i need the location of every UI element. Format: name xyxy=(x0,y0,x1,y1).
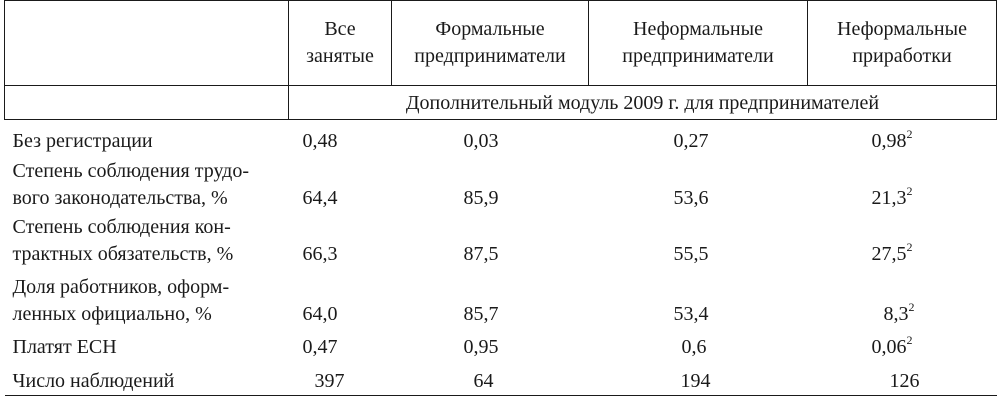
cell-side-value: 8,3 xyxy=(883,303,909,325)
row-label-line: Доля работников, оформ- xyxy=(12,276,230,298)
header-side-line-2: приработки xyxy=(852,45,952,67)
table-row: Степень соблюдения кон-трактных обязател… xyxy=(5,212,997,268)
table-row: Число наблюдений 397 64 194 126 xyxy=(4,361,997,396)
cell-informal: 0,6 xyxy=(681,336,707,358)
cell-formal: 64 xyxy=(391,361,589,396)
row-label-line: Степень соблюдения кон- xyxy=(12,216,231,238)
cell-all: 64,4 xyxy=(302,187,338,209)
header-all-line-1: Все xyxy=(324,18,356,40)
row-label: Платят ЕСН xyxy=(5,328,289,361)
cell-side-value: 126 xyxy=(889,370,920,392)
header-cell-informal: Неформальные предприниматели xyxy=(588,0,808,86)
header-side-line-1: Неформальные xyxy=(837,18,967,40)
module-cell-empty xyxy=(4,85,289,120)
row-label-line: вого законодательства, % xyxy=(12,187,228,209)
cell-side: 0,062 xyxy=(808,328,997,361)
cell-all: 64,0 xyxy=(302,303,338,325)
module-title: Дополнительный модуль 2009 г. для предпр… xyxy=(288,85,997,120)
cell-side: 21,32 xyxy=(808,155,997,212)
header-formal-line-1: Формальные xyxy=(435,18,545,40)
header-cell-empty xyxy=(4,0,289,86)
cell-side-value: 21,3 xyxy=(871,187,907,209)
cell-informal: 55,5 xyxy=(673,243,709,265)
row-label: Число наблюдений xyxy=(4,361,289,396)
header-row: Все занятые Формальные предприниматели Н… xyxy=(4,0,997,86)
cell-all: 0,47 xyxy=(302,336,338,358)
row-label: Доля работников, оформ-ленных официально… xyxy=(5,268,289,328)
header-informal-line-1: Неформальные xyxy=(633,18,763,40)
table-row: Без регистрации 0,48 0,03 0,27 0,982 xyxy=(5,120,997,156)
row-label: Степень соблюдения кон-трактных обязател… xyxy=(5,212,289,268)
header-informal-line-2: предприниматели xyxy=(622,45,774,67)
row-label-line: Число наблюдений xyxy=(12,370,175,392)
cell-informal: 53,4 xyxy=(673,303,709,325)
table-row: Доля работников, оформ-ленных официально… xyxy=(5,268,997,328)
module-row: Дополнительный модуль 2009 г. для предпр… xyxy=(4,85,997,120)
footnote-mark: 2 xyxy=(906,184,913,199)
cell-side: 27,52 xyxy=(808,212,997,268)
table-row: Степень соблюдения трудо-вого законодате… xyxy=(5,155,997,212)
cell-side: 126 xyxy=(807,361,997,396)
data-table: Все занятые Формальные предприниматели Н… xyxy=(4,0,997,396)
cell-formal: 85,9 xyxy=(463,187,499,209)
header-cell-formal: Формальные предприниматели xyxy=(391,0,589,86)
cell-formal: 85,7 xyxy=(463,303,499,325)
cell-all: 0,48 xyxy=(302,130,338,152)
cell-informal: 194 xyxy=(588,361,808,396)
cell-formal: 87,5 xyxy=(463,243,499,265)
cell-all: 397 xyxy=(288,361,392,396)
row-label-line: Платят ЕСН xyxy=(12,336,117,358)
row-label-line: ленных официально, % xyxy=(12,303,212,325)
cell-all: 66,3 xyxy=(302,243,338,265)
cell-side-value: 0,98 xyxy=(871,130,907,152)
cell-formal: 0,03 xyxy=(463,130,499,152)
row-label: Степень соблюдения трудо-вого законодате… xyxy=(5,155,289,212)
header-cell-side: Неформальные приработки xyxy=(807,0,997,86)
cell-side: 0,982 xyxy=(808,120,997,156)
footnote-mark: 2 xyxy=(906,127,913,142)
cell-formal: 0,95 xyxy=(463,336,499,358)
footnote-mark: 2 xyxy=(908,300,915,315)
table-row: Платят ЕСН 0,47 0,95 0,6 0,062 xyxy=(5,328,997,361)
row-label: Без регистрации xyxy=(5,120,289,156)
cell-informal: 53,6 xyxy=(673,187,709,209)
cell-side: 8,32 xyxy=(808,268,997,328)
row-label-line: Без регистрации xyxy=(12,130,153,152)
footnote-mark: 2 xyxy=(906,333,913,348)
footnote-mark: 2 xyxy=(906,240,913,255)
header-cell-all: Все занятые xyxy=(288,0,392,86)
cell-side-value: 27,5 xyxy=(871,243,907,265)
header-all-line-2: занятые xyxy=(306,45,374,67)
cell-side-value: 0,06 xyxy=(871,336,907,358)
row-label-line: трактных обязательств, % xyxy=(12,243,234,265)
row-label-line: Степень соблюдения трудо- xyxy=(12,160,250,182)
cell-informal: 0,27 xyxy=(673,130,709,152)
header-formal-line-2: предприниматели xyxy=(414,45,566,67)
